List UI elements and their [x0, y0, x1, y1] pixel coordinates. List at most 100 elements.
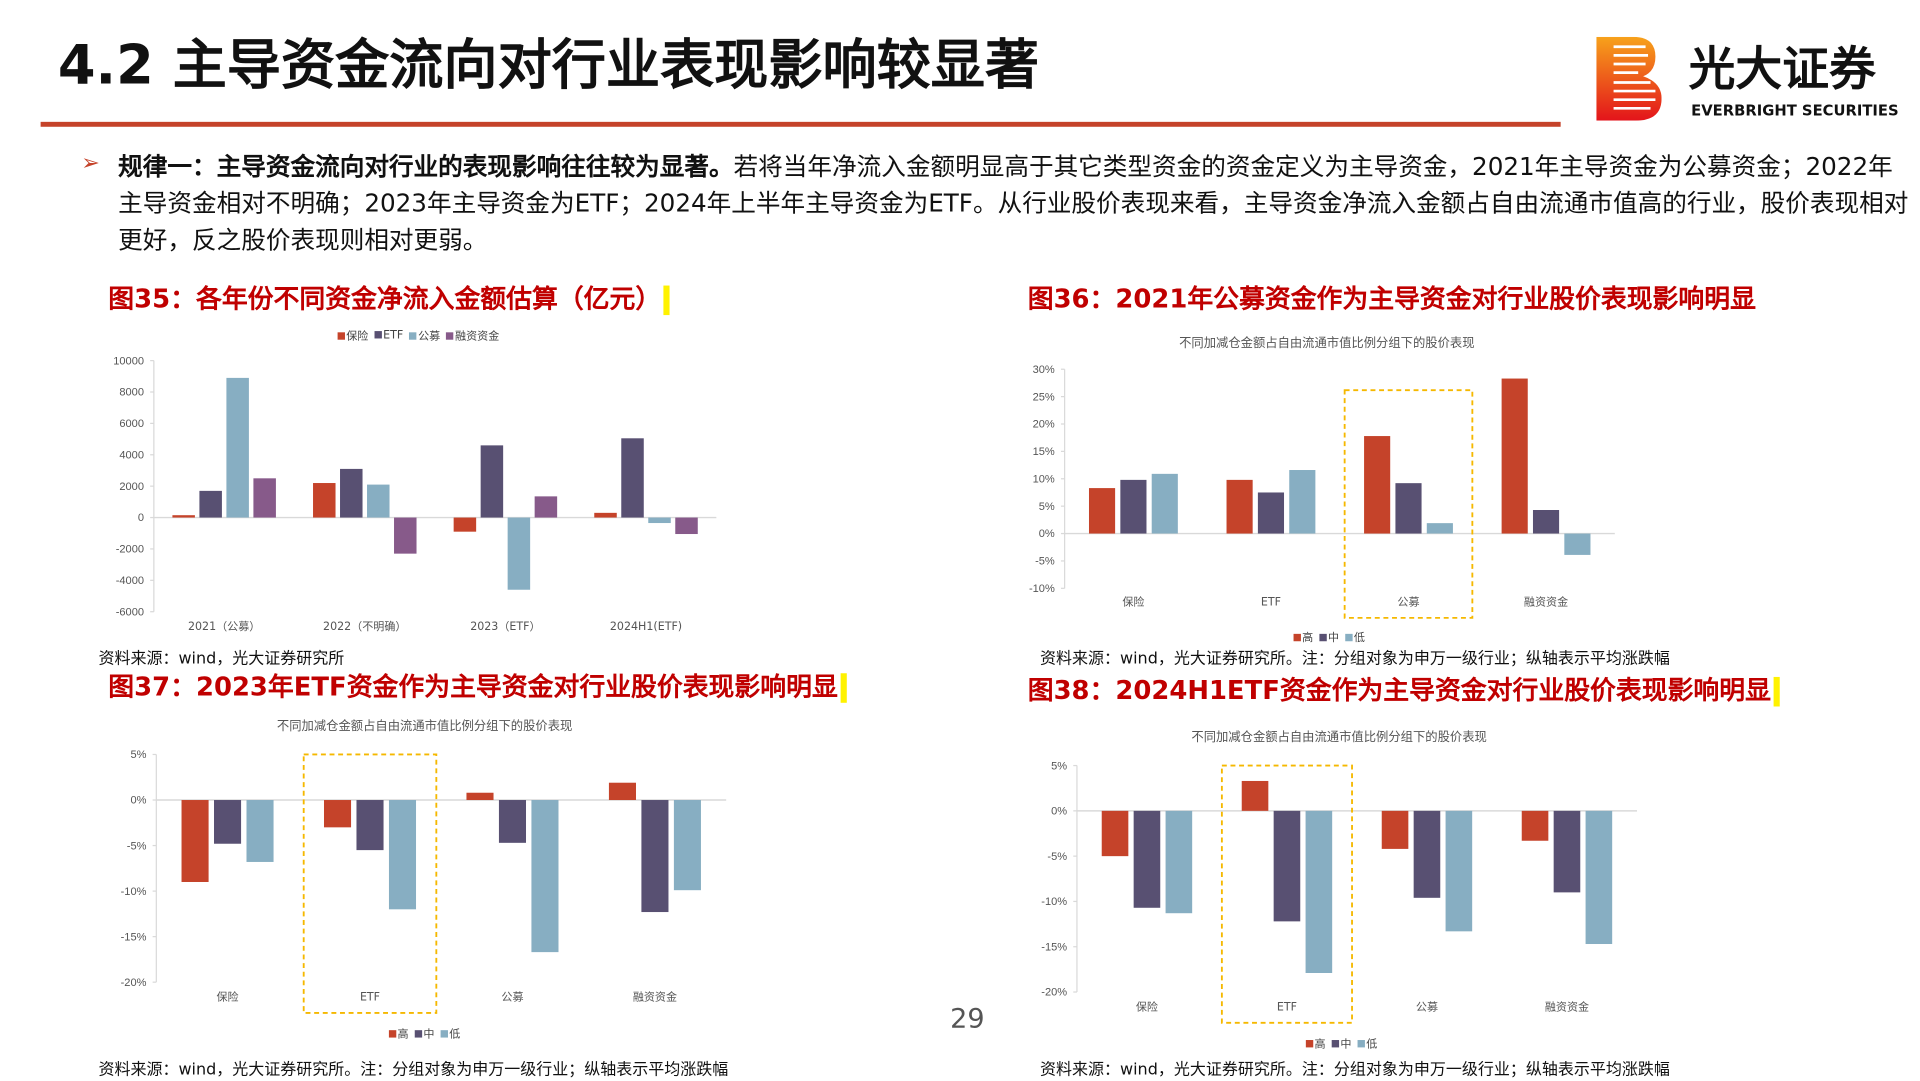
fig35-bar-公募-2: [507, 517, 531, 590]
fig35-y-tick-label: -2000: [116, 544, 144, 556]
fig37-subtitle: 不同加减仓金额占自由流通市值比例分组下的股价表现: [276, 720, 573, 734]
legend-swatch: [388, 1030, 397, 1038]
legend-label: 中: [423, 1028, 435, 1042]
everbright-logo-icon: [1596, 36, 1662, 121]
fig35-legend: 保险 ETF 公募 融资资金: [337, 327, 500, 344]
fig38-bar-高-2: [1381, 810, 1409, 849]
fig36-bar-中-0: [1120, 479, 1147, 534]
legend-item: 低: [1357, 1035, 1378, 1052]
fig37-bar-低-0: [246, 800, 274, 862]
legend-label: 高: [397, 1028, 409, 1042]
fig36-title: 图36：2021年公募资金作为主导资金对行业股价表现影响明显: [1027, 284, 1756, 314]
legend-swatch: [1319, 633, 1327, 642]
fig37-x-label: 融资资金: [633, 990, 677, 1004]
fig37-bar-低-1: [388, 800, 417, 910]
fig37-legend: 高中低: [388, 1025, 461, 1042]
fig35-bar-保险-1: [313, 483, 336, 518]
fig36-x-label: 融资资金: [1524, 595, 1568, 609]
legend-label: 公募: [418, 331, 441, 344]
fig36-bar-高-2: [1364, 436, 1391, 534]
fig36-y-tick-label: -10%: [1029, 583, 1055, 595]
legend-label: 融资资金: [455, 331, 500, 344]
fig35-bar-ETF-0: [199, 490, 222, 518]
fig37-highlight-box: [302, 753, 438, 1014]
fig36-x-label: 公募: [1397, 596, 1419, 609]
legend-item: 中: [414, 1025, 435, 1042]
fig37-bar-中-0: [214, 800, 242, 844]
fig37-bar-中-1: [356, 800, 384, 851]
fig37-bar-高-0: [181, 800, 209, 882]
legend-label: 保险: [346, 331, 369, 344]
body-paragraph: 规律一：主导资金流向对行业的表现影响往往较为显著。若将当年净流入金额明显高于其它…: [118, 148, 1909, 259]
fig38-bar-中-1: [1273, 810, 1301, 922]
fig38-x-label: 保险: [1136, 999, 1158, 1013]
fig36-bar-高-3: [1501, 378, 1528, 534]
legend-swatch: [1345, 633, 1353, 642]
fig36-x-label: 保险: [1122, 595, 1144, 609]
fig35-bar-融资资金-0: [253, 478, 276, 518]
legend-item: 高: [388, 1025, 409, 1042]
fig35-y-tick-label: 4000: [119, 449, 144, 461]
fig38-legend: 高中 低: [1305, 1035, 1378, 1052]
fig35-y-tick-label: 6000: [119, 418, 144, 430]
legend-label: 高: [1302, 632, 1314, 645]
fig38-bar-低-3: [1585, 810, 1613, 945]
page-number: 29: [950, 1004, 985, 1036]
fig36-y-tick-label: -5%: [1035, 556, 1055, 568]
legend-swatch: [440, 1030, 449, 1038]
fig35-bar-保险-2: [453, 517, 477, 532]
fig36-x-label: ETF: [1261, 596, 1281, 609]
fig36-y-tick-label: 0%: [1039, 528, 1055, 540]
legend-item: 高: [1305, 1035, 1326, 1051]
legend-label: 低: [1353, 632, 1365, 645]
fig36-bar-高-1: [1226, 479, 1253, 534]
fig37-x-label: ETF: [360, 991, 380, 1004]
fig37-y-tick-label: -20%: [121, 977, 147, 989]
legend-swatch: [1305, 1040, 1314, 1048]
fig38-bar-中-3: [1553, 810, 1581, 893]
fig37-x-label: 公募: [501, 991, 523, 1004]
fig36-bar-低-3: [1564, 533, 1591, 555]
fig36-legend: 高 中低: [1293, 629, 1365, 645]
fig38-bar-低-2: [1445, 810, 1473, 932]
fig35-x-label: 2023（ETF）: [470, 620, 540, 633]
legend-swatch: [446, 332, 454, 340]
fig38-source: 资料来源：wind，光大证券研究所。注：分组对象为申万一级行业；纵轴表示平均涨跌…: [1040, 1060, 1670, 1080]
fig36-bar-中-3: [1532, 510, 1560, 534]
fig38-bar-高-1: [1241, 780, 1269, 811]
legend-swatch: [1293, 633, 1301, 642]
legend-label: 低: [449, 1028, 461, 1042]
fig36-y-tick-label: 30%: [1033, 364, 1055, 376]
fig38-bar-低-0: [1165, 810, 1193, 914]
paragraph-text: 若将当年净流入金额明显高于其它类型资金的资金定义为主导资金，2021年主导资金为…: [118, 151, 1909, 255]
legend-item: 中: [1331, 1035, 1351, 1051]
fig36-bar-低-1: [1289, 470, 1316, 534]
fig38-title: 图38：2024H1ETF资金作为主导资金对行业股价表现影响明显: [1028, 674, 1780, 707]
fig36-y-tick-label: 5%: [1039, 501, 1055, 513]
fig35-x-label: 2021（公募）: [188, 620, 260, 633]
fig35-y-tick-label: 2000: [119, 481, 144, 493]
fig38-bar-中-2: [1413, 810, 1441, 898]
fig38-bar-高-3: [1521, 810, 1549, 841]
legend-item: 高: [1293, 629, 1314, 645]
fig35-y-tick-label: -6000: [116, 606, 144, 618]
fig36-highlight-box: [1343, 389, 1474, 619]
fig38-subtitle: 不同加减仓金额占自由流通市值比例分组下的股价表现: [1191, 731, 1487, 745]
fig35-bar-ETF-3: [621, 438, 644, 518]
fig35-x-label: 2024H1(ETF): [610, 620, 682, 633]
fig35-y-tick-label: -4000: [116, 575, 144, 587]
fig36-bar-高-0: [1088, 488, 1116, 534]
legend-swatch: [337, 332, 345, 340]
fig35-bar-融资资金-1: [394, 517, 417, 554]
fig35-x-label: 2022（不明确）: [323, 620, 406, 633]
fig37-y-tick-label: 5%: [130, 749, 146, 761]
fig38-y-tick-label: -5%: [1047, 851, 1067, 863]
title-divider: [40, 121, 1561, 127]
fig37-bar-中-2: [498, 800, 527, 843]
fig37-bar-低-2: [531, 800, 559, 953]
fig37-y-tick-label: 0%: [130, 795, 146, 807]
fig38-y-tick-label: 0%: [1051, 806, 1067, 818]
legend-label: 低: [1366, 1038, 1378, 1052]
